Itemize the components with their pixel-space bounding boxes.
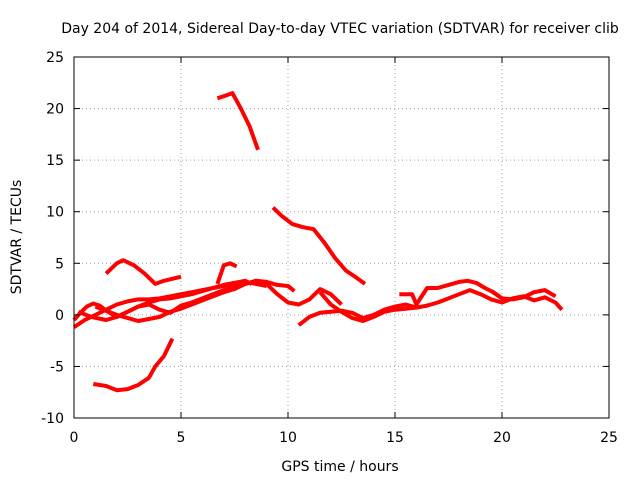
- y-tick-label: 25: [46, 50, 64, 66]
- series-line-arc-5: [104, 258, 182, 286]
- series-group: [72, 91, 564, 393]
- series-line-arc-9: [271, 206, 367, 286]
- x-tick-label: 0: [70, 430, 79, 446]
- x-tick-label: 25: [600, 430, 618, 446]
- y-tick-label: 5: [55, 256, 64, 272]
- y-tick-label: -5: [50, 359, 64, 375]
- series-line-arc-8: [215, 261, 238, 285]
- series-line-arc-12: [399, 278, 504, 307]
- series-line-arc-7: [216, 91, 260, 151]
- y-tick-label: 15: [46, 153, 64, 169]
- y-tick-label: 10: [46, 205, 64, 221]
- series-line-arc-11: [318, 290, 417, 323]
- y-axis-label: SDTVAR / TECUs: [9, 180, 25, 295]
- x-tick-label: 5: [177, 430, 186, 446]
- series-line-arc-6: [92, 337, 175, 393]
- x-tick-label: 15: [386, 430, 404, 446]
- chart-title: Day 204 of 2014, Sidereal Day-to-day VTE…: [61, 21, 619, 37]
- series-line-arc-13: [490, 288, 557, 302]
- series-line-arc-4: [94, 278, 343, 323]
- x-tick-label: 10: [279, 430, 297, 446]
- x-tick-label: 20: [493, 430, 511, 446]
- axis-ticks: 0 5 10 15 20 25 -10 -5 0 5 10 15 20 25: [41, 50, 618, 446]
- grid: [74, 57, 609, 418]
- plot-frame: [73, 56, 610, 419]
- y-tick-label: -10: [41, 411, 64, 427]
- y-tick-label: 20: [46, 102, 64, 118]
- y-tick-label: 0: [55, 308, 64, 324]
- x-axis-label: GPS time / hours: [281, 459, 398, 475]
